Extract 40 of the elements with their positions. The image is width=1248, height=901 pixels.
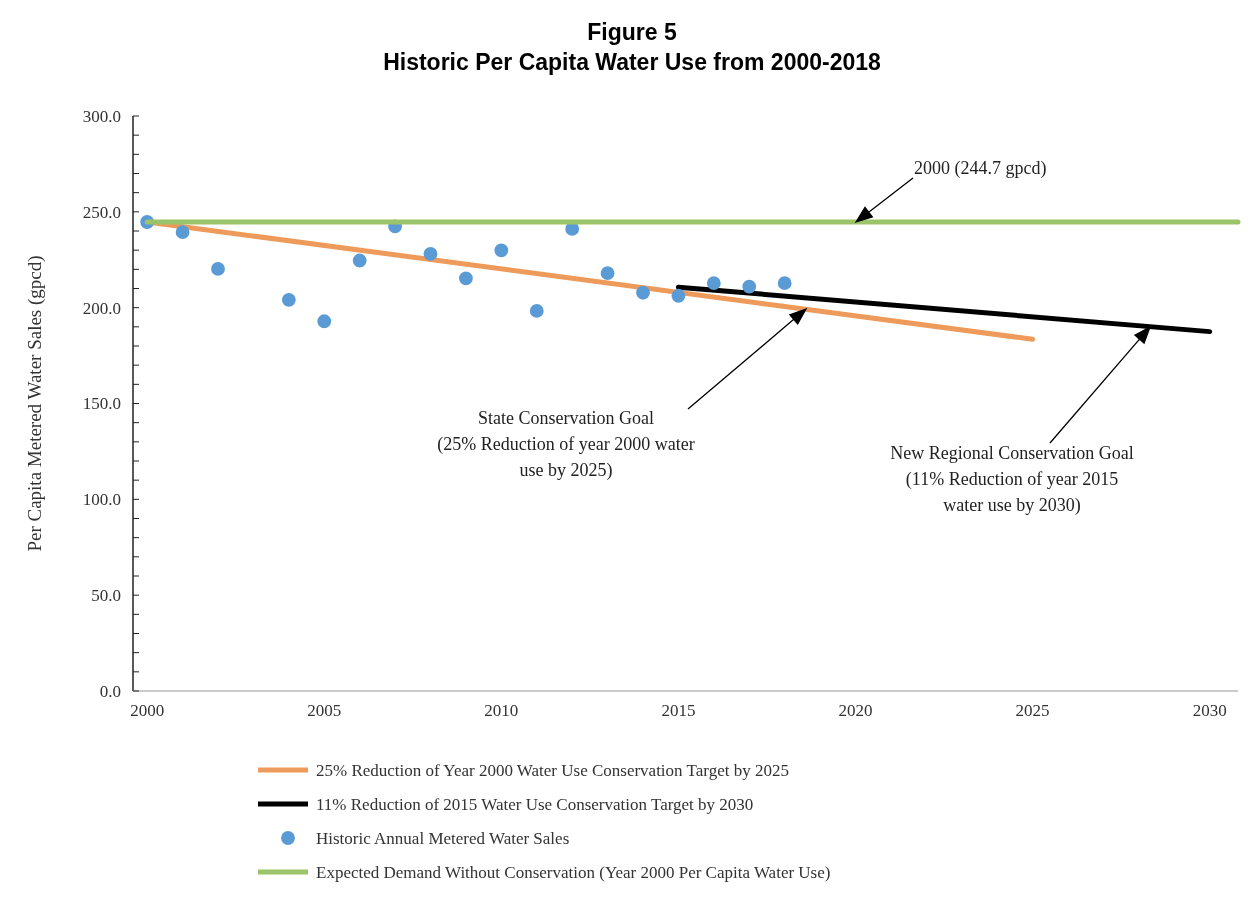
legend-label: 25% Reduction of Year 2000 Water Use Conservation Target by 2025 bbox=[316, 760, 789, 780]
point bbox=[600, 266, 615, 281]
legend-label: Historic Annual Metered Water Sales bbox=[316, 828, 570, 848]
point bbox=[742, 279, 757, 294]
point bbox=[529, 304, 544, 318]
point bbox=[777, 276, 792, 291]
point bbox=[211, 262, 225, 276]
x-tick-label: 2005 bbox=[307, 701, 342, 720]
point bbox=[317, 314, 332, 329]
x-tick-label: 2030 bbox=[1192, 701, 1227, 720]
annotation: State Conservation Goal (25% Reduction of year 2000 water use by 2025) bbox=[437, 408, 695, 481]
y-tick-label: 150.0 bbox=[82, 394, 121, 414]
point bbox=[494, 243, 509, 258]
x-tick-label: 2000 bbox=[130, 701, 165, 720]
point bbox=[671, 288, 686, 303]
y-tick-label: 0.0 bbox=[99, 681, 121, 701]
y-axis-title: Per Capita Metered Water Sales (gpcd) bbox=[24, 255, 46, 552]
x-tick-label: 2010 bbox=[484, 701, 519, 720]
y-tick-label: 200.0 bbox=[82, 298, 121, 318]
point bbox=[565, 222, 580, 236]
point bbox=[352, 253, 367, 268]
x-tick-label: 2025 bbox=[1015, 701, 1050, 720]
y-tick-label: 100.0 bbox=[82, 490, 121, 510]
chart-subtitle: Historic Per Capita Water Use from 2000-2018 bbox=[383, 49, 882, 75]
annotation: New Regional Conservation Goal (11% Reduction of year 2015 water use by 2030) bbox=[890, 443, 1134, 516]
annotation: 2000 (244.7 gpcd) bbox=[914, 158, 1047, 179]
chart-title: Figure 5 bbox=[587, 19, 677, 45]
x-tick-label: 2015 bbox=[661, 701, 696, 720]
point bbox=[459, 271, 473, 286]
y-tick-label: 50.0 bbox=[91, 586, 121, 606]
x-tick-label: 2020 bbox=[838, 701, 873, 720]
legend-label: Expected Demand Without Conservation (Year 2000 Per Capita Water Use) bbox=[316, 862, 831, 882]
point bbox=[636, 285, 650, 300]
point bbox=[706, 276, 721, 291]
point bbox=[423, 246, 438, 261]
y-tick-label: 300.0 bbox=[82, 106, 121, 126]
point bbox=[281, 292, 296, 307]
legend-label: 11% Reduction of 2015 Water Use Conservation Target by 2030 bbox=[316, 794, 754, 814]
point bbox=[175, 225, 190, 240]
y-tick-label: 250.0 bbox=[82, 202, 121, 222]
